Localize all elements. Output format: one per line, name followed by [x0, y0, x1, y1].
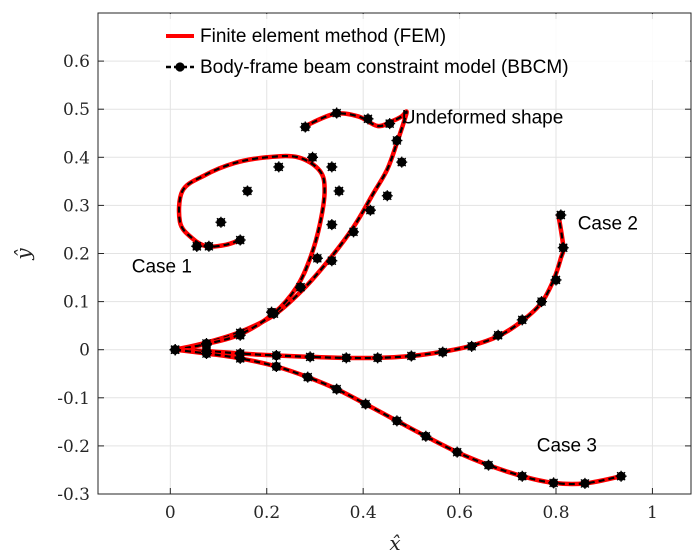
bbcm-marker-case2 [270, 349, 282, 361]
x-axis-label: x̂ [389, 531, 400, 555]
bbcm-marker-case1 [273, 161, 285, 173]
ticks: 0 0.2 0.4 0.6 0.8 1 -0.3 -0.2 -0.1 0 0.1 0.2 0.3 0.4 0… [57, 13, 691, 523]
y-tick-label: 0.3 [63, 196, 90, 216]
bbcm-marker-case3 [548, 477, 560, 489]
annotation-label: Case 3 [537, 436, 597, 457]
x-tick-label: 0 [165, 503, 176, 523]
y-tick-label: 0.1 [63, 293, 90, 313]
bbcm-marker-case1 [268, 308, 280, 320]
y-tick-label: 0 [79, 341, 90, 361]
bbcm-marker-case3 [391, 415, 403, 427]
bbcm-marker-case3 [615, 470, 627, 482]
bbcm-marker-case1 [311, 252, 323, 264]
bbcm-marker-case3 [169, 344, 181, 356]
bbcm-marker-case2 [492, 329, 504, 341]
bbcm-marker-case1 [333, 185, 345, 197]
bbcm-marker-case1 [215, 216, 227, 228]
bbcm-marker-undeformed [326, 255, 338, 267]
bbcm-marker-case2 [437, 346, 449, 358]
bbcm-marker-case3 [516, 470, 528, 482]
bbcm-marker-undeformed [331, 107, 343, 119]
y-tick-label: -0.1 [57, 389, 90, 409]
y-tick-label: -0.3 [57, 485, 90, 505]
bbcm-marker-case1 [307, 151, 319, 163]
bbcm-marker-case2 [557, 242, 569, 254]
bbcm-marker-undeformed [299, 121, 311, 133]
x-tick-label: 0.6 [446, 503, 473, 523]
bbcm-marker-case2 [516, 314, 528, 326]
bbcm-marker-case3 [483, 459, 495, 471]
legend: Finite element method (FEM) Body-frame b… [160, 14, 690, 80]
bbcm-marker-case1 [191, 240, 203, 252]
bbcm-marker-undeformed [364, 204, 376, 216]
bbcm-line-case1 [174, 154, 326, 351]
series-group [169, 107, 627, 489]
bbcm-marker-case1 [326, 161, 338, 173]
bbcm-marker-case1 [234, 329, 246, 341]
y-tick-label: 0.6 [63, 52, 90, 72]
legend-bbcm-label: Body-frame beam constraint model (BBCM) [200, 57, 569, 78]
bbcm-marker-case1 [294, 281, 306, 293]
bbcm-marker-case2 [550, 274, 562, 286]
bbcm-marker-case3 [331, 383, 343, 395]
bbcm-marker-case2 [304, 351, 316, 363]
bbcm-marker-case1 [234, 234, 246, 246]
annotations: Undeformed shape Case 1 Case 2 Case 3 [132, 108, 638, 457]
bbcm-marker-undeformed [396, 156, 408, 168]
bbcm-marker-case1 [326, 219, 338, 231]
y-tick-label: 0.2 [63, 245, 90, 265]
bbcm-marker-case3 [451, 446, 463, 458]
annotation-label: Case 1 [132, 257, 192, 278]
bbcm-marker-case3 [234, 352, 246, 364]
bbcm-marker-case2 [555, 209, 567, 221]
bbcm-marker-case2 [372, 352, 384, 364]
x-tick-label: 1 [647, 503, 658, 523]
y-axis-label: ŷ [11, 248, 35, 261]
annotation-label: Case 2 [578, 213, 638, 234]
legend-fem-label: Finite element method (FEM) [200, 26, 446, 47]
bbcm-marker-undeformed [391, 134, 403, 146]
legend-bbcm-marker [175, 62, 185, 72]
y-tick-label: 0.4 [63, 148, 90, 168]
grid [98, 13, 691, 495]
x-tick-label: 0.8 [542, 503, 569, 523]
bbcm-marker-case1 [241, 185, 253, 197]
bbcm-marker-case2 [536, 296, 548, 308]
bbcm-marker-case3 [302, 371, 314, 383]
y-tick-label: 0.5 [63, 100, 90, 120]
bbcm-marker-undeformed [362, 113, 374, 125]
x-tick-label: 0.2 [253, 503, 280, 523]
bbcm-marker-case3 [360, 398, 372, 410]
y-tick-label: -0.2 [57, 437, 90, 457]
legend-box [160, 14, 690, 80]
bbcm-marker-case2 [340, 352, 352, 364]
x-tick-label: 0.4 [350, 503, 377, 523]
bbcm-marker-undeformed [381, 190, 393, 202]
bbcm-marker-case3 [270, 361, 282, 373]
bbcm-marker-case3 [200, 348, 212, 360]
bbcm-marker-case3 [420, 430, 432, 442]
bbcm-marker-case2 [405, 350, 417, 362]
annotation-label: Undeformed shape [402, 108, 564, 129]
bbcm-marker-undeformed [384, 118, 396, 130]
bbcm-marker-case3 [579, 477, 591, 489]
bbcm-marker-undeformed [348, 226, 360, 238]
bbcm-marker-case2 [466, 340, 478, 352]
bbcm-marker-case1 [203, 240, 215, 252]
